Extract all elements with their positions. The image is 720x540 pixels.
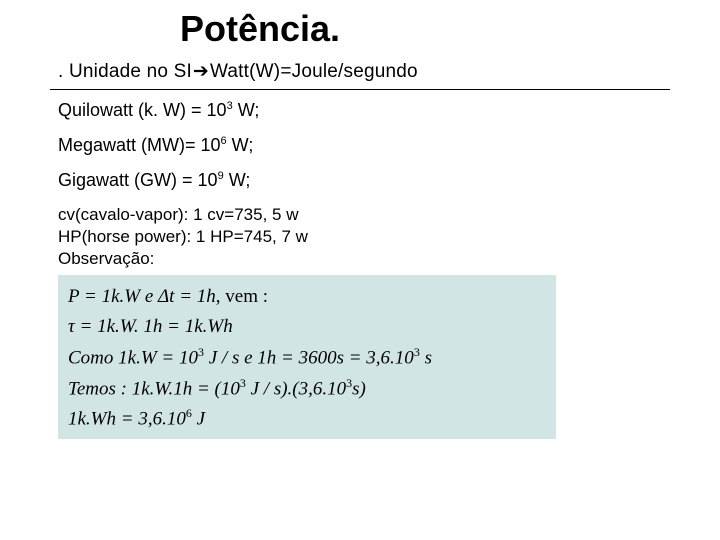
math-l3c: s bbox=[420, 347, 432, 368]
kilowatt-line: Quilowatt (k. W) = 103 W; bbox=[58, 100, 680, 121]
si-prefix: . Unidade no SI bbox=[58, 61, 192, 82]
si-unit-line: . Unidade no SI➔Watt(W)=Joule/segundo bbox=[58, 60, 680, 83]
gigawatt-line: Gigawatt (GW) = 109 W; bbox=[58, 170, 680, 191]
math-line-4: Temos : 1k.W.1h = (103 J / s).(3,6.103s) bbox=[68, 374, 546, 404]
math-line-3: Como 1k.W = 103 J / s e 1h = 3600s = 3,6… bbox=[68, 343, 546, 373]
math-l4c: s) bbox=[352, 378, 366, 399]
math-line-5: 1k.Wh = 3,6.106 J bbox=[68, 404, 546, 434]
math-l5b: J bbox=[192, 409, 205, 430]
math-l4b: J / s).(3,6.10 bbox=[246, 378, 346, 399]
mw-tail: W; bbox=[227, 135, 254, 155]
kw-label: Quilowatt (k. W) = 10 bbox=[58, 100, 227, 120]
math-l5a: 1k.Wh = 3,6.10 bbox=[68, 409, 186, 430]
math-line-2: τ = 1k.W. 1h = 1k.Wh bbox=[68, 312, 546, 341]
math-l1a: P = 1k.W e Δt = 1h bbox=[68, 286, 216, 307]
gw-label: Gigawatt (GW) = 10 bbox=[58, 170, 218, 190]
math-l3a: Como 1k.W = 10 bbox=[68, 347, 198, 368]
cv-line: cv(cavalo-vapor): 1 cv=735, 5 w bbox=[58, 205, 680, 225]
slide: Potência. . Unidade no SI➔Watt(W)=Joule/… bbox=[0, 0, 720, 459]
gw-tail: W; bbox=[224, 170, 251, 190]
slide-title: Potência. bbox=[180, 8, 680, 50]
mw-label: Megawatt (MW)= 10 bbox=[58, 135, 221, 155]
divider bbox=[50, 89, 670, 90]
obs-line: Observação: bbox=[58, 249, 680, 269]
arrow-icon: ➔ bbox=[192, 60, 210, 83]
si-suffix: Watt(W)=Joule/segundo bbox=[210, 61, 418, 82]
math-line-1: P = 1k.W e Δt = 1h, vem : bbox=[68, 282, 546, 311]
math-l1b: , vem : bbox=[216, 286, 268, 307]
kw-tail: W; bbox=[233, 100, 260, 120]
math-l4a: Temos : 1k.W.1h = (10 bbox=[68, 378, 240, 399]
hp-line: HP(horse power): 1 HP=745, 7 w bbox=[58, 227, 680, 247]
math-block: P = 1k.W e Δt = 1h, vem : τ = 1k.W. 1h =… bbox=[58, 275, 556, 439]
math-l3b: J / s e 1h = 3600s = 3,6.10 bbox=[204, 347, 414, 368]
megawatt-line: Megawatt (MW)= 106 W; bbox=[58, 135, 680, 156]
